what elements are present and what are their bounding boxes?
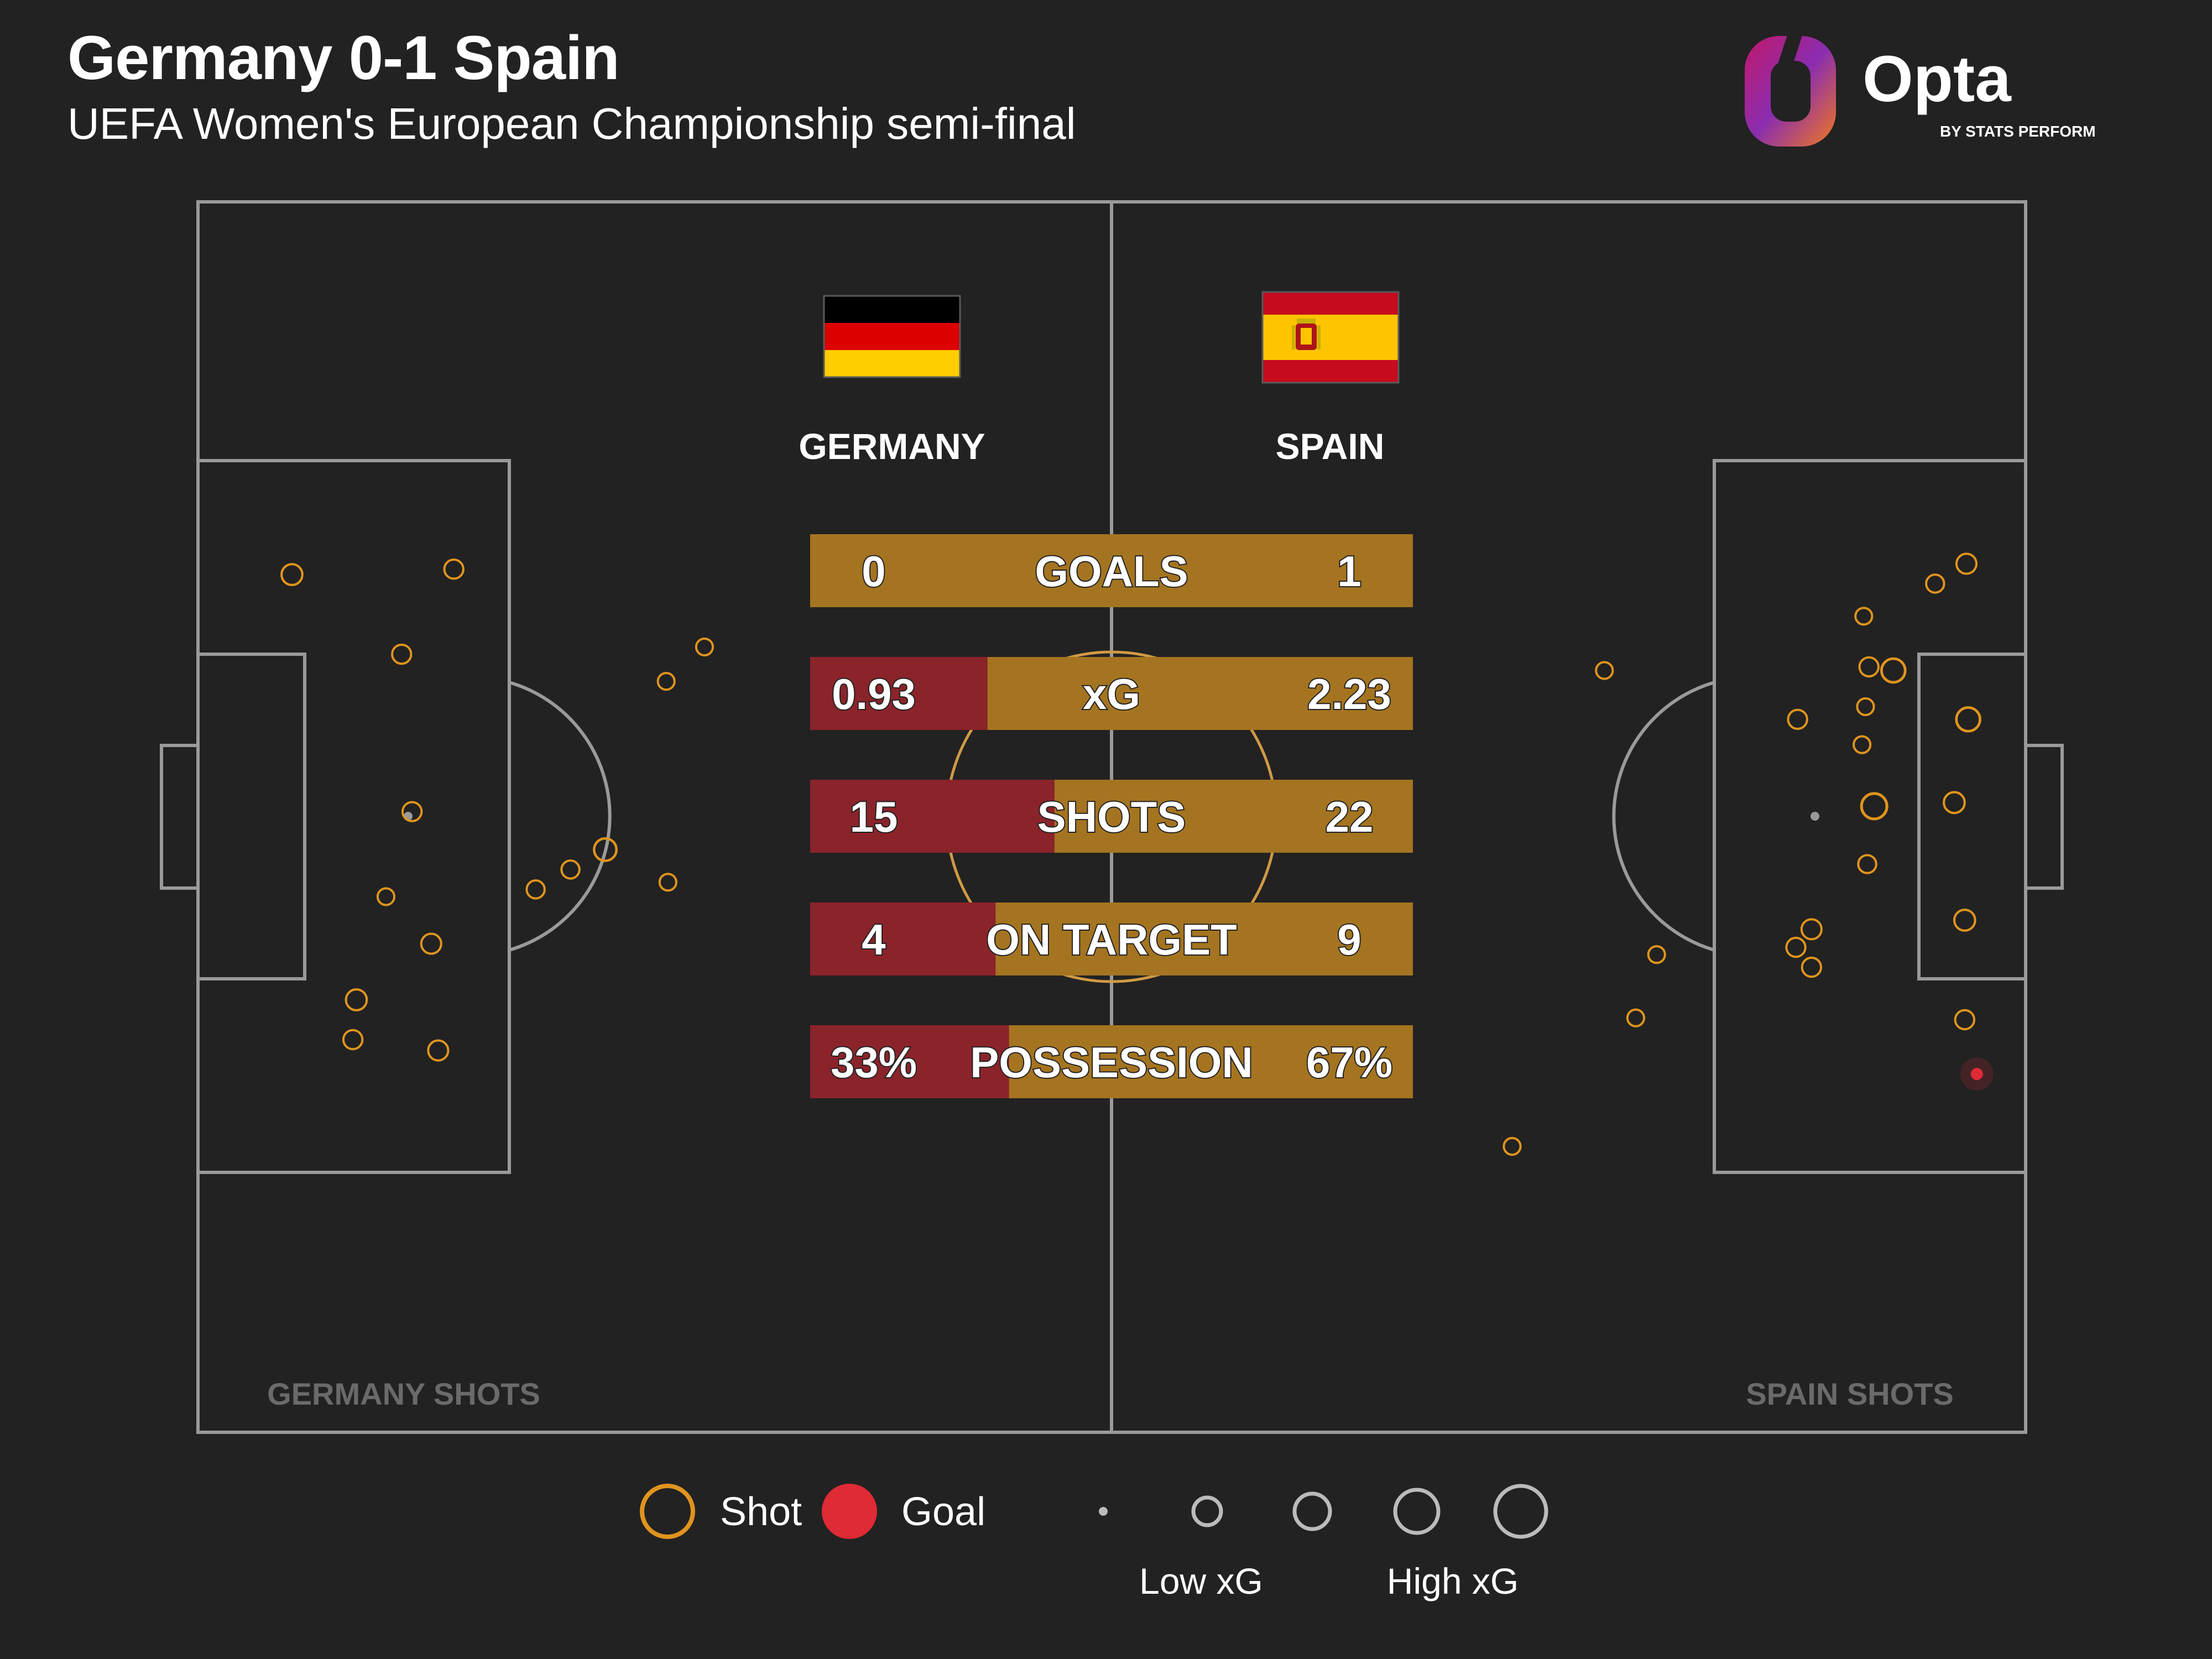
shot-map — [280, 552, 1994, 1156]
left-penalty-arc — [509, 681, 612, 952]
stat-away-value: 22 — [1326, 792, 1374, 841]
home-team-name: GERMANY — [799, 426, 985, 467]
opta-wordmark: Opta — [1863, 43, 2012, 116]
opta-tagline: BY STATS PERFORM — [1940, 123, 2096, 140]
legend-xg-circle — [1493, 1484, 1548, 1539]
stat-away-value: 1 — [1337, 547, 1361, 596]
spain-shot-marker — [1853, 735, 1872, 754]
germany-flag — [823, 295, 961, 378]
stat-label: GOALS — [1035, 547, 1188, 596]
stat-bar-away — [810, 534, 1413, 607]
right-goal — [2024, 744, 2064, 890]
legend-xg-scale — [1099, 1484, 1548, 1539]
germany-shot-marker — [342, 1029, 364, 1051]
spain-shot-marker — [1955, 706, 1981, 733]
spain-shot-marker — [1626, 1008, 1646, 1027]
stat-label: POSSESSION — [970, 1038, 1253, 1087]
stat-bar-home — [810, 780, 1055, 853]
chart-subtitle: UEFA Women's European Championship semi-… — [67, 99, 1076, 148]
stat-away-value: 2.23 — [1307, 670, 1391, 718]
germany-shot-marker — [525, 879, 546, 900]
spain-shot-marker — [1880, 657, 1907, 684]
spain-shot-marker — [1647, 945, 1666, 964]
spain-shot-marker — [1787, 708, 1808, 731]
left-six-yard-box — [196, 653, 306, 980]
spain-shot-marker — [1595, 661, 1614, 680]
home-shots-label: GERMANY SHOTS — [267, 1376, 540, 1411]
germany-shot-marker — [443, 559, 465, 580]
left-goal — [160, 744, 200, 890]
stat-label: xG — [1083, 670, 1140, 718]
germany-shot-marker — [656, 672, 676, 691]
spain-shot-marker — [1860, 792, 1888, 821]
stat-away-value: 67% — [1306, 1038, 1392, 1087]
spain-coat-of-arms-icon — [1292, 319, 1321, 350]
spain-shot-marker — [1801, 956, 1823, 978]
spain-flag — [1261, 291, 1400, 384]
spain-shot-marker — [1943, 791, 1966, 815]
legend-high-xg-label: High xG — [1387, 1561, 1519, 1601]
legend-shot-label: Shot — [720, 1490, 802, 1534]
stat-away-value: 9 — [1337, 915, 1361, 964]
legend-xg-circle — [1292, 1491, 1332, 1531]
spain-shot-marker — [1953, 909, 1976, 932]
germany-shot-marker — [658, 873, 677, 892]
away-shots-label: SPAIN SHOTS — [1746, 1376, 1953, 1411]
stat-home-value: 0 — [862, 547, 885, 596]
right-penalty-spot — [1811, 812, 1819, 821]
spain-shot-marker — [1857, 854, 1877, 874]
away-team-name: SPAIN — [1276, 426, 1385, 467]
legend-goal-label: Goal — [901, 1490, 985, 1534]
legend-goal-marker — [822, 1484, 877, 1539]
spain-shot-marker — [1503, 1136, 1522, 1156]
right-penalty-arc — [1612, 681, 1715, 952]
germany-shot-marker — [345, 988, 368, 1011]
legend-xg-circle — [1393, 1488, 1441, 1535]
germany-shot-marker — [420, 932, 442, 955]
spain-shot-marker — [1785, 936, 1807, 958]
germany-shot-marker — [376, 887, 396, 906]
legend-low-xg-label: Low xG — [1139, 1561, 1263, 1601]
legend: Shot Goal Low xG High xG — [640, 1484, 1548, 1601]
stat-label: SHOTS — [1037, 792, 1186, 841]
germany-shot-marker — [280, 563, 304, 586]
germany-shot-marker — [401, 801, 423, 822]
legend-xg-dot — [1099, 1507, 1108, 1516]
opta-logo: Opta BY STATS PERFORM — [1745, 30, 2096, 147]
goal-marker — [1970, 1068, 1983, 1081]
stat-row: 4 ON TARGET 9 — [810, 902, 1413, 975]
stat-home-value: 4 — [862, 915, 885, 964]
legend-xg-circle — [1191, 1495, 1223, 1527]
germany-shot-marker — [695, 637, 714, 657]
stat-bar-home — [810, 657, 988, 730]
germany-shot-marker — [427, 1039, 450, 1062]
stat-row: 15 SHOTS 22 — [810, 780, 1413, 853]
stat-home-value: 15 — [850, 792, 898, 841]
spain-shot-marker — [1954, 1009, 1976, 1031]
stat-home-value: 33% — [831, 1038, 917, 1087]
chart-title: Germany 0-1 Spain — [67, 23, 620, 92]
legend-shot-marker — [640, 1484, 695, 1539]
spain-shot-marker — [1854, 607, 1874, 626]
stat-label: ON TARGET — [986, 915, 1237, 964]
spain-shot-marker — [1858, 656, 1880, 678]
right-six-yard-box — [1917, 653, 2027, 980]
stat-comparison-table: 0 GOALS 1 0.93 xG 2.23 15 SHOTS 22 4 ON TARGET 9 33%… — [810, 534, 1413, 1098]
stat-row: 33% POSSESSION 67% — [810, 1025, 1413, 1098]
stat-row: 0.93 xG 2.23 — [810, 657, 1413, 730]
stat-home-value: 0.93 — [832, 670, 916, 718]
stat-bar-home — [810, 902, 996, 975]
germany-shot-marker — [560, 859, 581, 880]
spain-shot-marker — [1800, 918, 1823, 941]
germany-shot-marker — [593, 837, 618, 862]
spain-shot-marker — [1925, 573, 1945, 594]
spain-shot-marker — [1856, 697, 1875, 716]
stat-row: 0 GOALS 1 — [810, 534, 1413, 607]
spain-shot-marker — [1955, 552, 1978, 575]
opta-mark-icon — [1745, 30, 1836, 147]
germany-shot-marker — [391, 643, 413, 665]
stat-bar-home — [810, 1025, 1009, 1098]
